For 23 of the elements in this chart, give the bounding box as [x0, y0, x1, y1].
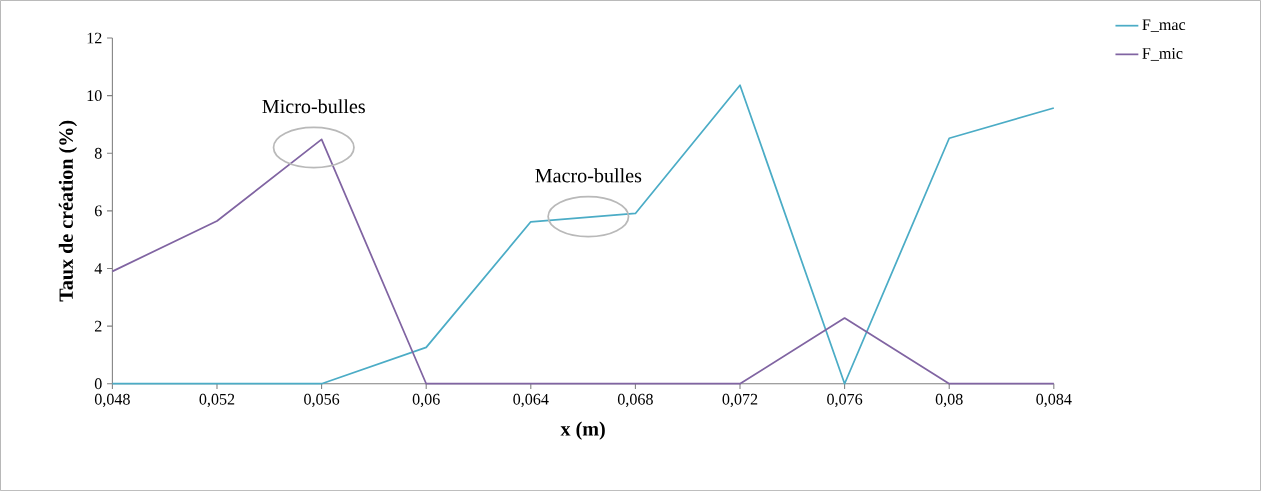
x-tick-label: 0,08: [935, 393, 963, 407]
annotation: Micro-bulles: [262, 99, 365, 114]
y-tick-label: 2: [94, 320, 102, 332]
annotation: Macro-bulles: [535, 168, 642, 183]
x-tick-label: 0,052: [199, 393, 235, 407]
x-tick-label: 0,072: [722, 393, 758, 407]
y-tick-label: 0: [94, 378, 102, 390]
x-tick-label: 0,048: [94, 393, 130, 407]
x-axis-title: x (m): [560, 421, 605, 440]
y-tick-label: 12: [87, 32, 102, 44]
legend-label: F_mic: [1142, 47, 1183, 61]
x-tick-label: 0,06: [412, 393, 440, 407]
x-tick-label: 0,068: [617, 393, 653, 407]
x-tick-label: 0,064: [513, 393, 549, 407]
legend-label: F_mac: [1142, 19, 1186, 32]
x-tick-label: 0,076: [827, 393, 863, 407]
x-tick-label: 0,056: [304, 393, 340, 407]
y-tick-label: 6: [94, 205, 102, 217]
x-tick-label: 0,084: [1036, 393, 1072, 407]
y-tick-label: 4: [94, 263, 103, 274]
y-tick-label: 8: [94, 147, 102, 159]
y-tick-label: 10: [87, 90, 102, 101]
y-axis-title: Taux de création (%): [58, 120, 78, 302]
